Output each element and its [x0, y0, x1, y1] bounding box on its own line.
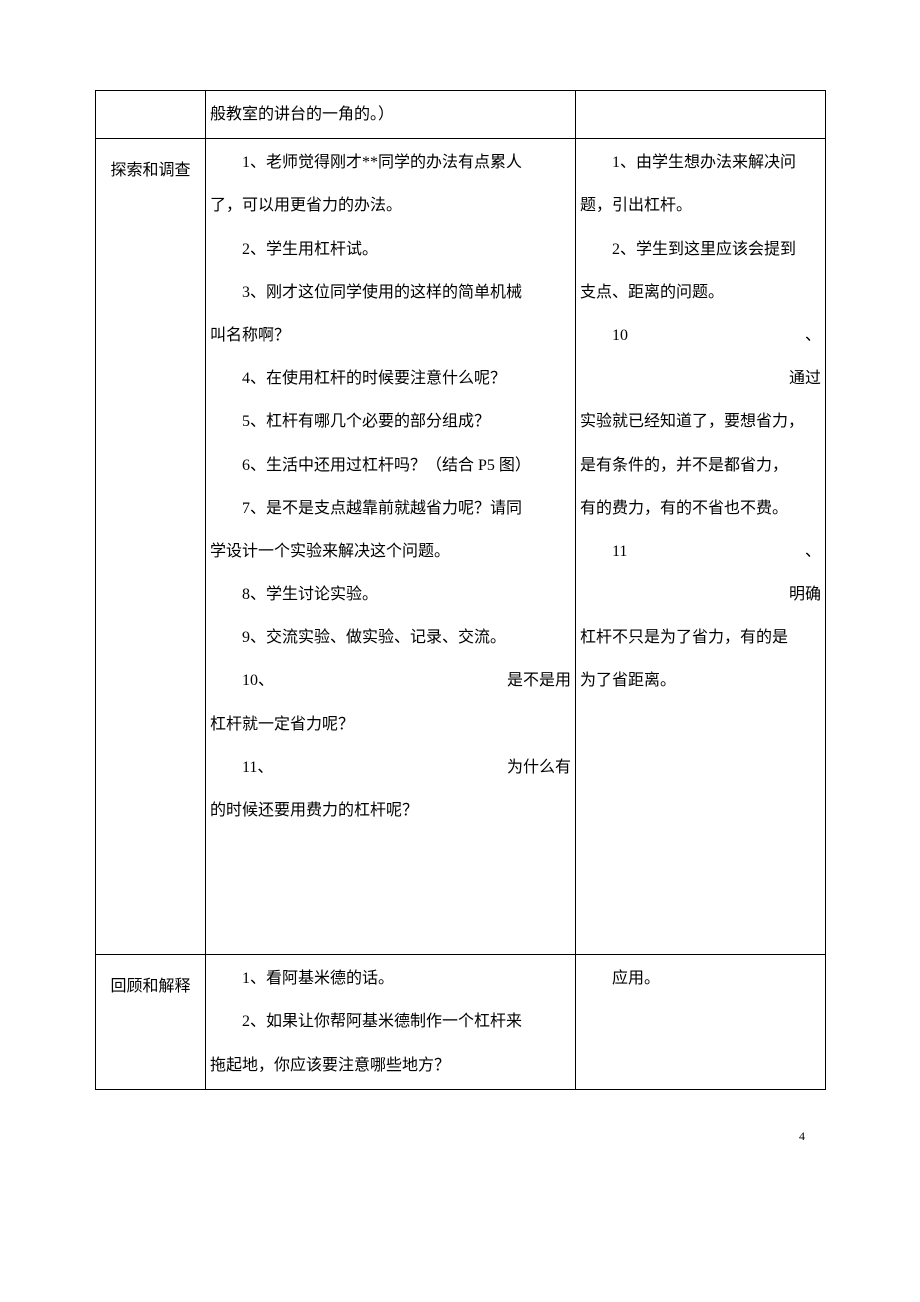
content-line: 学设计一个实验来解决这个问题。 — [210, 530, 571, 573]
spacer — [210, 832, 571, 952]
row3-notes-cell: 应用。 — [576, 955, 826, 1090]
content-line: 般教室的讲台的一角的。） — [210, 93, 571, 136]
content-line: 8、学生讨论实验。 — [210, 573, 571, 616]
note-line: 支点、距离的问题。 — [580, 271, 821, 314]
spread-left: 10、 — [210, 659, 274, 702]
content-line: 叫名称啊？ — [210, 314, 571, 357]
content-line: 1、看阿基米德的话。 — [210, 957, 571, 1000]
content-line: 了，可以用更省力的办法。 — [210, 184, 571, 227]
content-line: 4、在使用杠杆的时候要注意什么呢？ — [210, 357, 571, 400]
content-line: 拖起地，你应该要注意哪些地方？ — [210, 1044, 571, 1087]
content-line: 1、老师觉得刚才**同学的办法有点累人 — [210, 141, 571, 184]
spread-right: 为什么有 — [507, 746, 571, 789]
phase-label: 回顾和解释 — [110, 978, 190, 995]
spread-left: 11、 — [210, 746, 273, 789]
content-line: 的时候还要用费力的杠杆呢？ — [210, 789, 571, 832]
content-line: 9、交流实验、做实验、记录、交流。 — [210, 616, 571, 659]
spread-right: 、 — [805, 314, 821, 357]
table-row: 回顾和解释 1、看阿基米德的话。 2、如果让你帮阿基米德制作一个杠杆来 拖起地，… — [96, 955, 826, 1090]
row1-content-cell: 般教室的讲台的一角的。） — [206, 91, 576, 139]
content-line: 2、学生用杠杆试。 — [210, 228, 571, 271]
row1-phase-cell — [96, 91, 206, 139]
table-row: 般教室的讲台的一角的。） — [96, 91, 826, 139]
note-line: 是有条件的，并不是都省力， — [580, 444, 821, 487]
row1-notes-cell — [576, 91, 826, 139]
content-line-spread: 11、 为什么有 — [210, 746, 571, 789]
row2-notes-cell: 1、由学生想办法来解决问 题，引出杠杆。 2、学生到这里应该会提到 支点、距离的… — [576, 139, 826, 955]
content-line: 杠杆就一定省力呢？ — [210, 703, 571, 746]
note-line: 杠杆不只是为了省力，有的是 — [580, 616, 821, 659]
spread-left: 10 — [580, 314, 628, 357]
phase-label: 探索和调查 — [110, 162, 190, 179]
spread-right: 是不是用 — [507, 659, 571, 702]
note-line: 1、由学生想办法来解决问 — [580, 141, 821, 184]
content-line-spread: 10、 是不是用 — [210, 659, 571, 702]
note-line-spread: 10 、 — [580, 314, 821, 357]
note-line: 通过 — [580, 357, 821, 400]
content-line: 7、是不是支点越靠前就越省力呢？请同 — [210, 487, 571, 530]
note-line: 为了省距离。 — [580, 659, 821, 702]
spread-right: 、 — [805, 530, 821, 573]
content-line: 6、生活中还用过杠杆吗？（结合 P5 图） — [210, 444, 571, 487]
note-line: 实验就已经知道了，要想省力， — [580, 400, 821, 443]
note-line: 有的费力，有的不省也不费。 — [580, 487, 821, 530]
page-number: 4 — [95, 1120, 825, 1152]
spread-left: 11 — [580, 530, 627, 573]
note-line: 应用。 — [580, 957, 821, 1000]
row2-phase-cell: 探索和调查 — [96, 139, 206, 955]
content-line: 2、如果让你帮阿基米德制作一个杠杆来 — [210, 1000, 571, 1043]
table-row: 探索和调查 1、老师觉得刚才**同学的办法有点累人 了，可以用更省力的办法。 2… — [96, 139, 826, 955]
document-table: 般教室的讲台的一角的。） 探索和调查 1、老师觉得刚才**同学的办法有点累人 了… — [95, 90, 826, 1090]
note-line: 2、学生到这里应该会提到 — [580, 228, 821, 271]
row2-content-cell: 1、老师觉得刚才**同学的办法有点累人 了，可以用更省力的办法。 2、学生用杠杆… — [206, 139, 576, 955]
content-line: 5、杠杆有哪几个必要的部分组成？ — [210, 400, 571, 443]
content-line: 3、刚才这位同学使用的这样的简单机械 — [210, 271, 571, 314]
note-line-spread: 11 、 — [580, 530, 821, 573]
note-line: 题，引出杠杆。 — [580, 184, 821, 227]
row3-content-cell: 1、看阿基米德的话。 2、如果让你帮阿基米德制作一个杠杆来 拖起地，你应该要注意… — [206, 955, 576, 1090]
row3-phase-cell: 回顾和解释 — [96, 955, 206, 1090]
note-line: 明确 — [580, 573, 821, 616]
